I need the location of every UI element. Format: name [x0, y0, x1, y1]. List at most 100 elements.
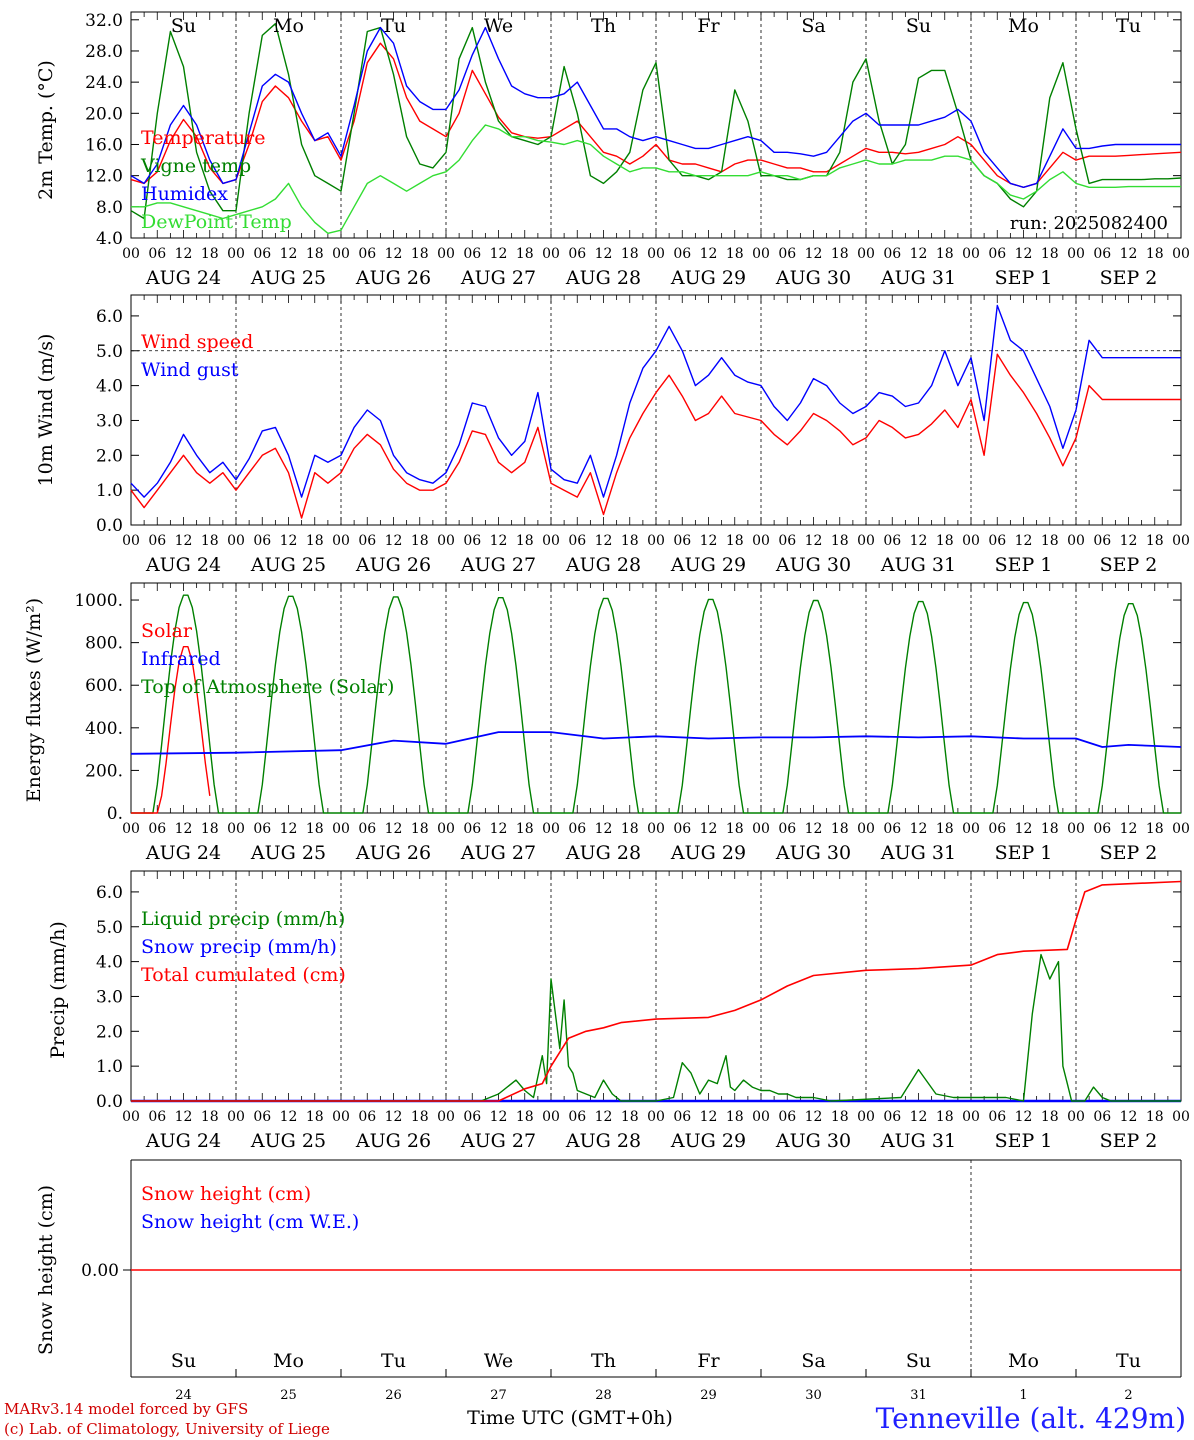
hour-tick-label: 18: [516, 821, 534, 837]
hour-tick-label: 00: [542, 821, 560, 837]
hour-tick-label: 06: [778, 821, 796, 837]
hour-tick-label: 12: [1015, 246, 1033, 262]
y-tick-label: 800.: [85, 634, 123, 654]
date-label: AUG 24: [145, 267, 221, 289]
day-number-label: 26: [385, 1388, 402, 1403]
hour-tick-label: 18: [726, 533, 744, 549]
legend-entry: Top of Atmosphere (Solar): [141, 676, 394, 698]
weekday-label: Mo: [1008, 1350, 1039, 1372]
y-tick-label: 0.0: [96, 1092, 123, 1112]
hour-tick-label: 06: [883, 821, 901, 837]
day-number-label: 1: [1019, 1388, 1027, 1403]
hour-tick-label: 12: [490, 821, 508, 837]
weekday-label: Su: [171, 1350, 196, 1372]
y-axis-label: 10m Wind (m/s): [35, 334, 57, 487]
hour-tick-label: 12: [910, 246, 928, 262]
hour-tick-label: 12: [910, 1109, 928, 1125]
date-label: AUG 30: [775, 1130, 851, 1152]
hour-tick-label: 18: [306, 1109, 324, 1125]
date-label: AUG 25: [250, 267, 326, 289]
weekday-label: Tu: [1116, 15, 1141, 37]
hour-tick-label: 00: [752, 1109, 770, 1125]
day-number-label: 28: [595, 1388, 612, 1403]
hour-tick-label: 00: [227, 821, 245, 837]
hour-tick-label: 12: [490, 533, 508, 549]
date-label: SEP 1: [995, 554, 1053, 576]
hour-tick-label: 18: [831, 1109, 849, 1125]
date-label: AUG 26: [355, 554, 431, 576]
hour-tick-label: 12: [700, 1109, 718, 1125]
hour-tick-label: 06: [673, 533, 691, 549]
legend-entry: Liquid precip (mm/h): [141, 908, 345, 930]
hour-tick-label: 06: [778, 533, 796, 549]
date-label: AUG 24: [145, 1130, 221, 1152]
hour-tick-label: 06: [358, 533, 376, 549]
hour-tick-label: 18: [1041, 246, 1059, 262]
y-tick-label: 200.: [85, 761, 123, 781]
hour-tick-label: 06: [883, 533, 901, 549]
hour-tick-label: 12: [1120, 1109, 1138, 1125]
hour-tick-label: 18: [726, 821, 744, 837]
y-tick-label: 1000.: [74, 591, 123, 611]
hour-tick-label: 18: [621, 533, 639, 549]
legend-entry: Wind gust: [141, 359, 239, 381]
wind-panel: 00 06 12 18 00 06 12 18 00 06 12 18 00 06 12 18 00 06 12 18…: [35, 294, 1190, 576]
hour-tick-label: 00: [962, 821, 980, 837]
hour-tick-label: 00: [752, 821, 770, 837]
y-tick-label: 20.0: [85, 104, 123, 124]
day-number-label: 29: [700, 1388, 717, 1403]
legend-entry: Vigne temp: [140, 155, 251, 177]
date-label: AUG 26: [355, 1130, 431, 1152]
date-label: AUG 28: [565, 554, 641, 576]
y-tick-label: 2.0: [96, 446, 123, 466]
hour-tick-label: 06: [358, 1109, 376, 1125]
weekday-label: Sa: [801, 1350, 825, 1372]
hour-tick-label: 06: [463, 821, 481, 837]
hour-tick-label: 00: [122, 821, 140, 837]
hour-tick-label: 00: [752, 533, 770, 549]
temperature-panel: 00 06 12 18 00 06 12 18 00 06 12 18 00 06 12 18 00 06 12 18…: [35, 11, 1190, 289]
date-label: AUG 29: [670, 267, 746, 289]
date-label: AUG 25: [250, 554, 326, 576]
hour-tick-label: 00: [332, 821, 350, 837]
hour-tick-label: 12: [595, 821, 613, 837]
hour-tick-label: 00: [1067, 1109, 1085, 1125]
hour-tick-label: 00: [437, 246, 455, 262]
hour-tick-label: 06: [988, 533, 1006, 549]
run-label: run: 2025082400: [1010, 213, 1168, 234]
series-line-temperature: [130, 42, 1182, 189]
hour-tick-label: 12: [1120, 533, 1138, 549]
hour-tick-label: 00: [1067, 533, 1085, 549]
date-label: AUG 27: [460, 554, 536, 576]
day-number-label: 30: [805, 1388, 822, 1403]
hour-tick-label: 06: [253, 533, 271, 549]
weekday-label: Th: [591, 1350, 616, 1372]
hour-tick-label: 12: [280, 246, 298, 262]
hour-tick-label: 12: [385, 1109, 403, 1125]
y-tick-label: 600.: [85, 676, 123, 696]
weekday-label: Mo: [273, 15, 304, 37]
legend-entry: Solar: [141, 620, 193, 642]
hour-tick-label: 06: [358, 821, 376, 837]
hour-tick-label: 12: [595, 246, 613, 262]
date-label: SEP 2: [1100, 554, 1158, 576]
date-label: SEP 2: [1100, 1130, 1158, 1152]
date-label: AUG 31: [880, 1130, 956, 1152]
series-line-wind-speed: [130, 353, 1181, 519]
hour-tick-label: 18: [1146, 821, 1164, 837]
hour-tick-label: 18: [516, 1109, 534, 1125]
hour-tick-label: 12: [175, 1109, 193, 1125]
day-number-label: 24: [175, 1388, 192, 1403]
weekday-label: Su: [171, 15, 196, 37]
hour-tick-label: 00: [542, 246, 560, 262]
hour-tick-label: 12: [700, 821, 718, 837]
hour-tick-label: 00: [122, 246, 140, 262]
hour-tick-label: 18: [201, 1109, 219, 1125]
date-label: AUG 27: [460, 267, 536, 289]
hour-tick-label: 18: [1041, 821, 1059, 837]
day-number-label: 27: [490, 1388, 507, 1403]
hour-tick-label: 12: [175, 533, 193, 549]
y-tick-label: 0.0: [96, 516, 123, 536]
hour-tick-label: 06: [253, 246, 271, 262]
